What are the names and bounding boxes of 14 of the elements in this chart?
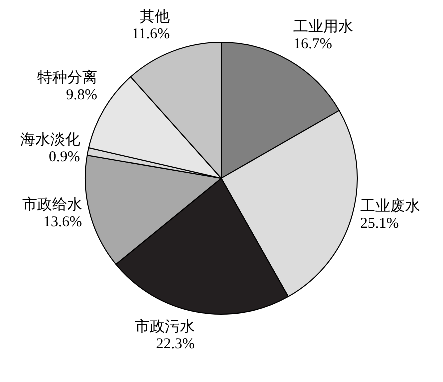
slice-label: 海水淡化 [20, 132, 80, 149]
slice-label: 工业废水 [360, 198, 420, 215]
data-label: 16.7% [294, 36, 332, 52]
data-label: 0.9% [49, 150, 80, 166]
data-label: 22.3% [156, 336, 195, 352]
slice-label: 市政污水 [134, 318, 195, 336]
data-label: 11.6% [132, 26, 170, 42]
data-label: 13.6% [44, 214, 82, 231]
slice-label: 其他 [140, 8, 170, 26]
slice-label: 工业用水 [294, 18, 354, 36]
data-label: 25.1% [360, 216, 400, 232]
slice-label: 特种分离 [38, 70, 98, 87]
data-label: 9.8% [66, 88, 98, 104]
slice-label: 市政给水 [22, 196, 82, 214]
